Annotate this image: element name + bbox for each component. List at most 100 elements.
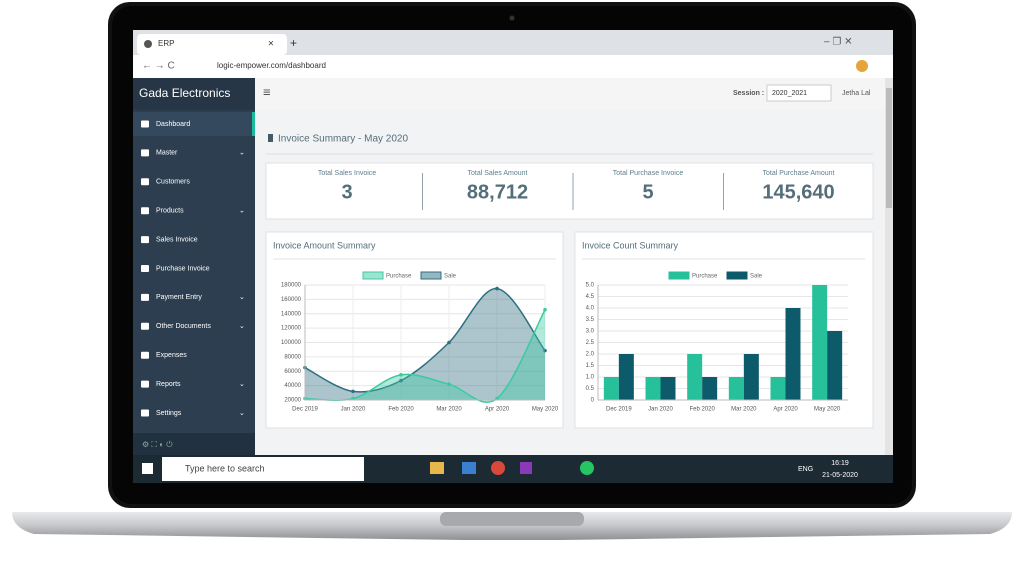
bar [645, 377, 661, 400]
clock-date: 21-05-2020 [822, 472, 858, 479]
stat-value: 5 [642, 181, 653, 203]
new-tab[interactable]: + [290, 36, 297, 50]
menu-icon [141, 149, 149, 157]
summary-title: Invoice Summary - May 2020 [278, 134, 408, 145]
menu-icon [141, 265, 149, 272]
chevron[interactable]: ⌄ [239, 150, 245, 157]
bar [743, 354, 759, 400]
y-tick-label: 1.0 [586, 375, 595, 381]
menu-item[interactable]: Sales Invoice [141, 236, 198, 243]
bar [687, 354, 703, 400]
y-tick-label: 40000 [284, 383, 301, 389]
notch [440, 512, 584, 526]
x-tick-label: Feb 2020 [388, 407, 414, 413]
point [399, 373, 403, 377]
menu-item[interactable]: Expenses [141, 351, 187, 359]
menu-icon [141, 236, 149, 244]
menu-icon [141, 409, 149, 417]
menu-item[interactable]: Other Documents ⌄ [141, 322, 245, 330]
bar [827, 331, 843, 400]
bookmark-icon [268, 134, 273, 142]
bar [702, 377, 718, 400]
stat-label: Total Purchase Amount [763, 170, 835, 177]
active-marker [252, 112, 255, 136]
bar [785, 308, 801, 400]
x-tick-label: Apr 2020 [485, 407, 510, 413]
tab-icon [144, 40, 152, 48]
menu-label: Expenses [156, 352, 187, 359]
y-tick-label: 2.5 [586, 340, 595, 346]
chevron[interactable]: ⌄ [239, 323, 245, 330]
menu-item[interactable]: Products ⌄ [141, 207, 245, 215]
x-tick-label: Mar 2020 [436, 407, 462, 413]
menu-item[interactable]: Customers [141, 178, 190, 186]
menu-icon [141, 207, 149, 215]
bar [603, 377, 619, 400]
y-tick-label: 160000 [281, 297, 302, 303]
app-icon[interactable] [462, 462, 476, 474]
legend-swatch [420, 271, 442, 280]
toolbar [133, 55, 893, 78]
footer-icons[interactable]: ⚙ ⛶ ◐ ⏻ [142, 440, 173, 449]
y-tick-label: 2.0 [586, 352, 595, 358]
profile[interactable] [856, 60, 868, 72]
tab-close[interactable]: × [268, 39, 274, 50]
menu-item[interactable]: Purchase Invoice [141, 265, 210, 272]
chevron[interactable]: ⌄ [239, 208, 245, 215]
menu-label: Products [156, 208, 184, 215]
app-icon[interactable] [580, 461, 594, 475]
menu-item[interactable]: Dashboard [133, 112, 255, 136]
y-tick-label: 80000 [284, 354, 301, 360]
chevron[interactable]: ⌄ [239, 410, 245, 417]
menu-item[interactable]: Payment Entry ⌄ [141, 293, 245, 301]
stat-value: 88,712 [467, 181, 528, 203]
point [399, 378, 403, 383]
bar [618, 354, 634, 400]
search-placeholder: Type here to search [185, 463, 265, 473]
legend-swatch [726, 271, 748, 280]
scroll-thumb[interactable] [886, 88, 892, 208]
menu-item[interactable]: Reports ⌄ [141, 380, 245, 388]
y-tick-label: 4.5 [586, 294, 595, 300]
menu-item[interactable]: Settings ⌄ [141, 409, 245, 417]
menu-toggle[interactable]: ≡ [263, 84, 271, 99]
app-icon[interactable] [520, 462, 532, 474]
tab[interactable] [137, 34, 287, 55]
y-tick-label: 140000 [281, 311, 302, 317]
menu-icon [141, 120, 149, 128]
user[interactable]: Jetha Lal [842, 90, 871, 97]
area [305, 309, 545, 403]
legend-swatch [362, 271, 384, 280]
summary-card [265, 162, 874, 220]
y-tick-label: 0 [591, 398, 595, 404]
app-icon[interactable] [430, 462, 444, 474]
stat-label: Total Sales Invoice [318, 170, 376, 177]
x-tick-label: Dec 2019 [606, 407, 632, 413]
x-tick-label: Jan 2020 [341, 407, 366, 413]
clock-time: 16:19 [831, 460, 849, 467]
window-controls[interactable]: – ❐ ✕ [824, 37, 852, 48]
menu-item[interactable]: Master ⌄ [141, 149, 245, 157]
menu-icon [141, 178, 149, 186]
chevron[interactable]: ⌄ [239, 294, 245, 301]
bar [728, 377, 744, 400]
x-tick-label: Apr 2020 [773, 407, 798, 413]
y-tick-label: 20000 [284, 398, 301, 404]
stat-value: 3 [341, 181, 352, 203]
chevron[interactable]: ⌄ [239, 381, 245, 388]
session-select[interactable] [766, 84, 832, 102]
y-tick-label: 120000 [281, 326, 302, 332]
y-tick-label: 0.5 [586, 386, 595, 392]
url[interactable]: logic-empower.com/dashboard [217, 61, 326, 70]
bar [770, 377, 786, 400]
point [495, 396, 499, 401]
chart-title: Invoice Amount Summary [273, 240, 376, 250]
menu-label: Customers [156, 179, 190, 186]
legend-label: Purchase [386, 274, 412, 280]
app-icon[interactable] [491, 461, 505, 475]
search-box[interactable] [162, 457, 364, 481]
start-button[interactable] [142, 463, 153, 474]
y-tick-label: 3.5 [586, 317, 595, 323]
nav-buttons[interactable]: ← → C [142, 61, 175, 72]
menu-label: Settings [156, 410, 182, 417]
